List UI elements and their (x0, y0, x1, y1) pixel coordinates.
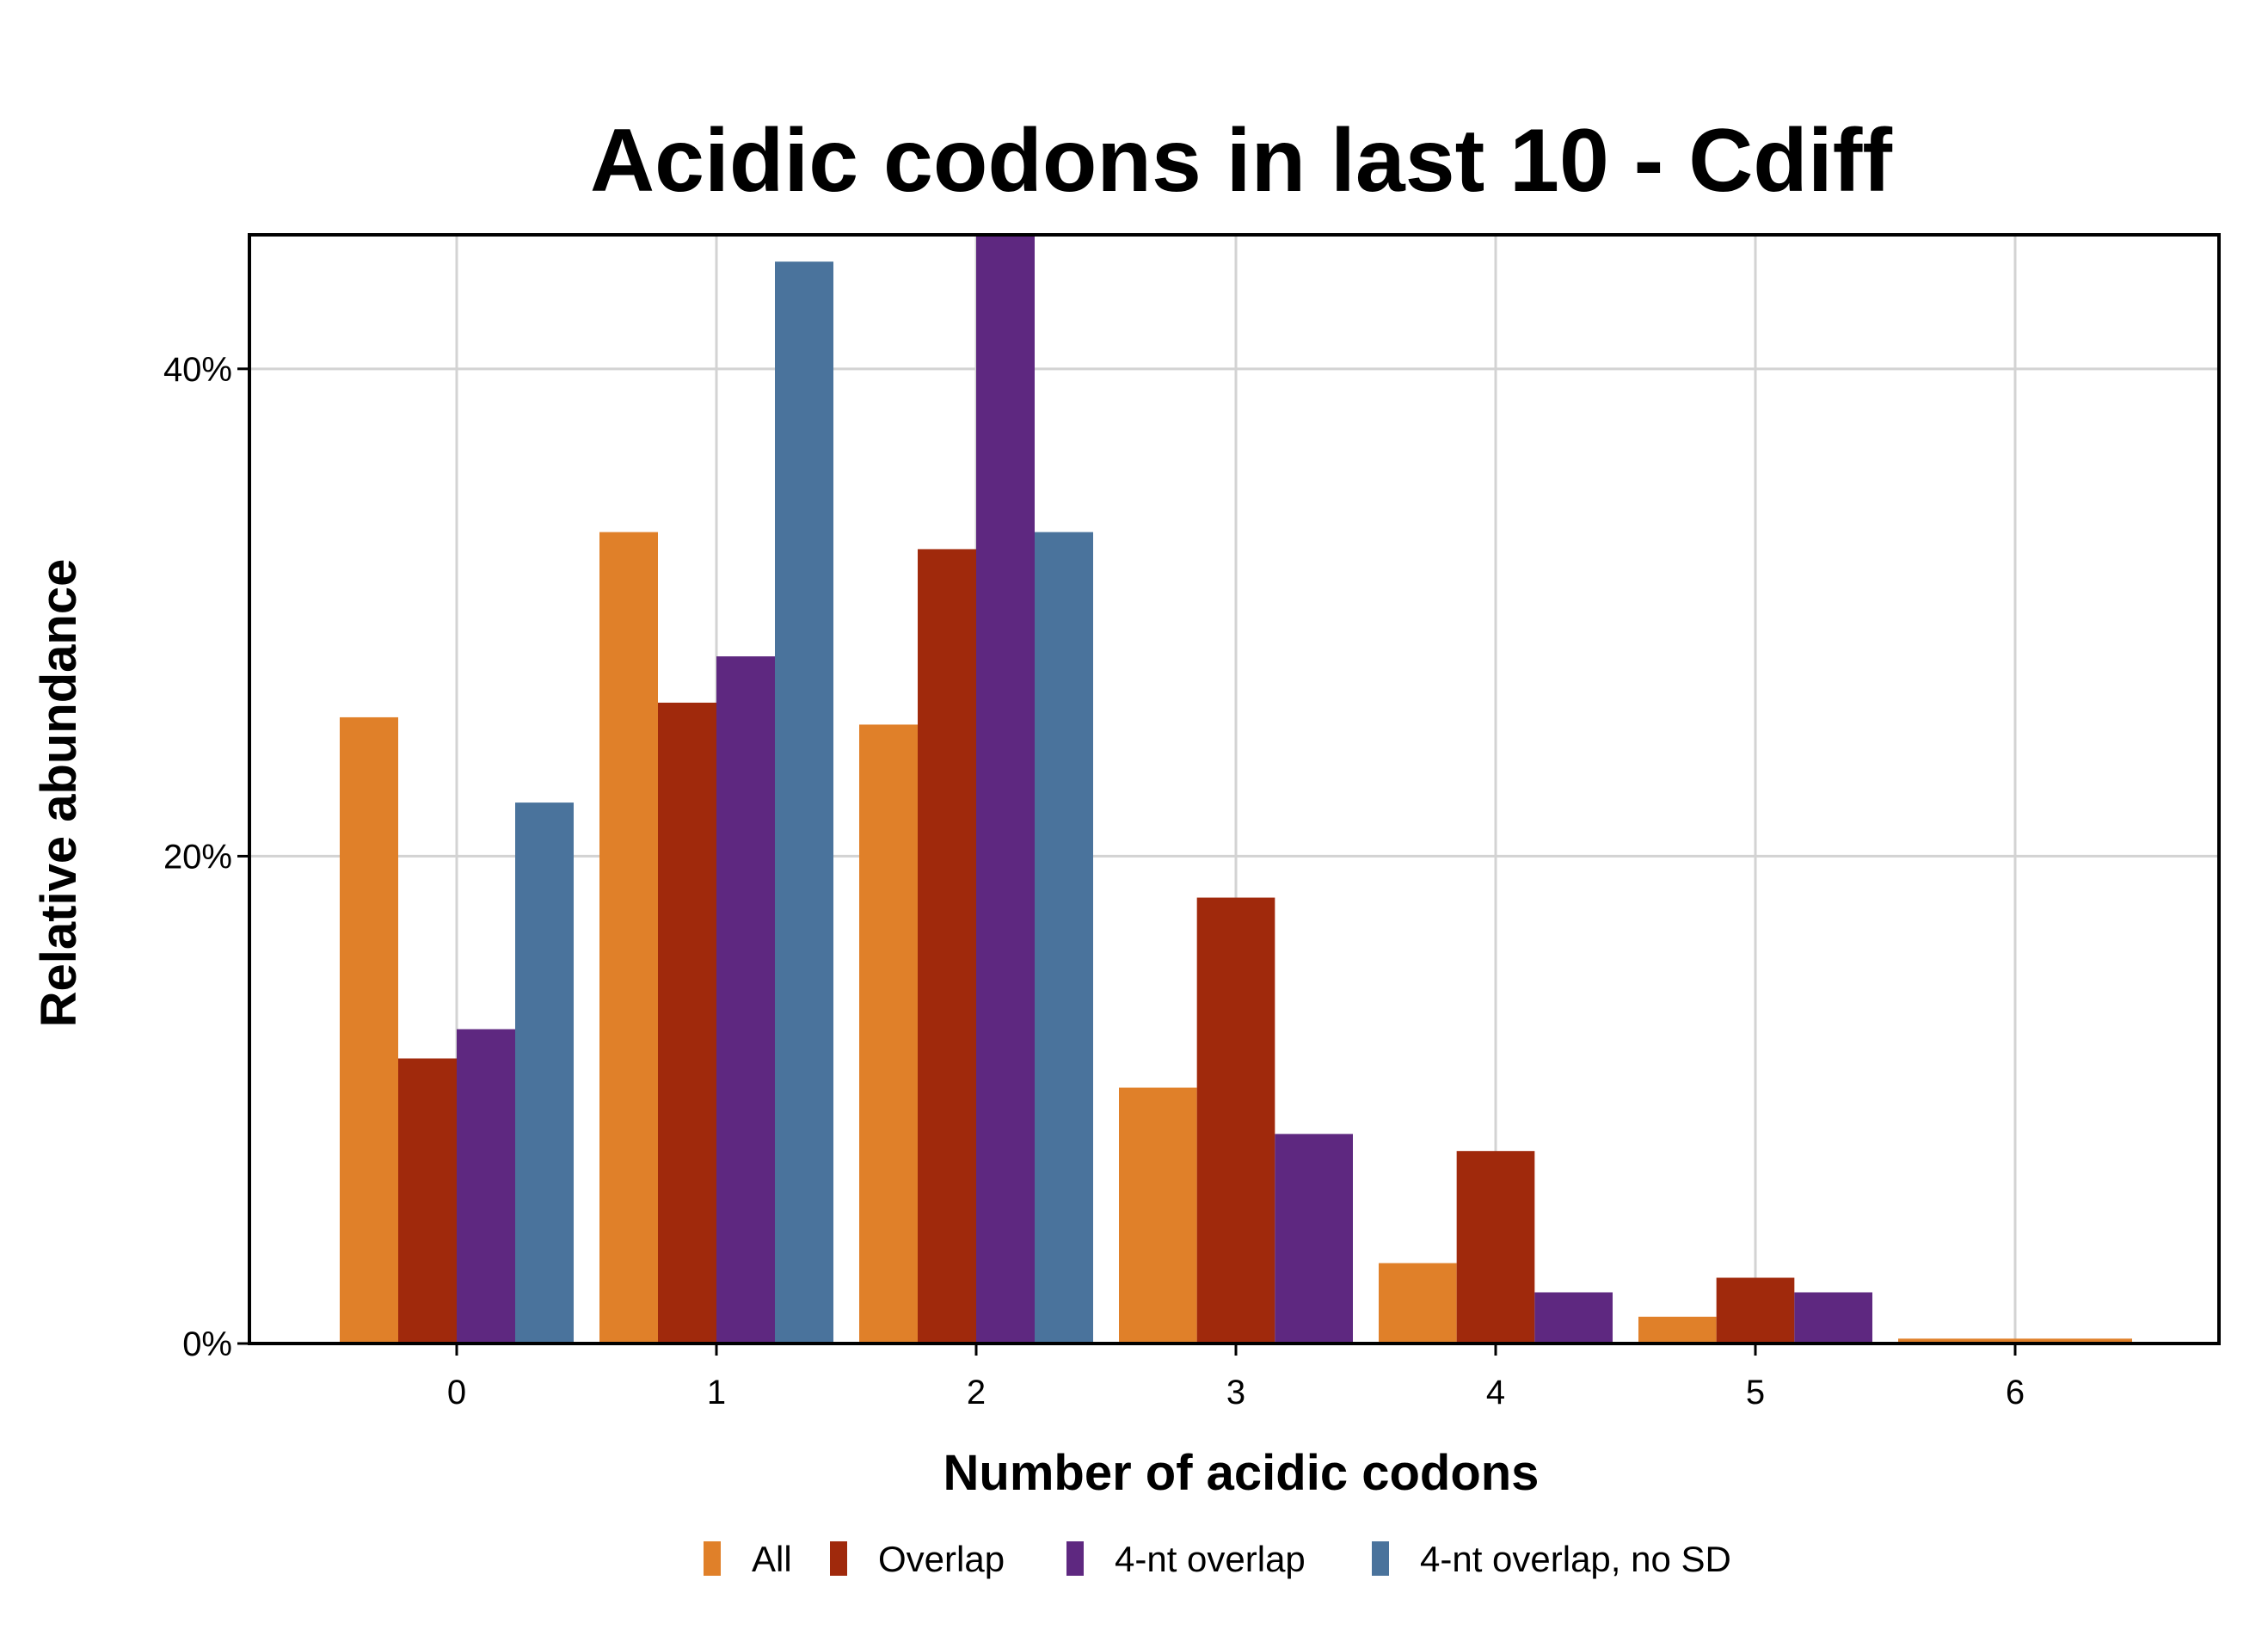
bar-overlap-5 (1716, 1277, 1795, 1344)
bar-4-nt-overlap-no-sd-2 (1035, 532, 1093, 1344)
bar-all-1 (599, 532, 658, 1344)
x-axis-title: Number of acidic codons (943, 1445, 1540, 1501)
plot-frame (248, 233, 2221, 1345)
chart-title: Acidic codons in last 10 - Cdiff (590, 111, 1892, 211)
x-tick-label: 6 (2006, 1374, 2025, 1411)
bar-all-4 (1379, 1263, 1457, 1344)
y-tick-label: 0% (182, 1325, 232, 1363)
bar-4-nt-overlap-5 (1794, 1292, 1872, 1344)
legend-label: 4-nt overlap (1115, 1539, 1306, 1579)
bars (340, 235, 2132, 1344)
y-axis-title: Relative abundance (31, 559, 87, 1028)
legend-item: All (704, 1539, 792, 1579)
bar-all-6 (1898, 1338, 2132, 1344)
legend-item: Overlap (830, 1539, 1005, 1579)
x-tick-label: 0 (447, 1374, 466, 1411)
bar-overlap-3 (1196, 897, 1275, 1344)
legend-label: All (752, 1539, 792, 1579)
bar-4-nt-overlap-no-sd-1 (775, 261, 833, 1344)
bar-overlap-2 (918, 549, 976, 1344)
x-tick-label: 1 (707, 1374, 726, 1411)
legend-item: 4-nt overlap, no SD (1372, 1539, 1731, 1579)
x-tick-label: 4 (1486, 1374, 1505, 1411)
legend-swatch (1066, 1541, 1084, 1576)
y-tick-label: 40% (163, 351, 232, 389)
bar-4-nt-overlap-3 (1275, 1134, 1353, 1344)
bar-overlap-0 (398, 1058, 457, 1344)
x-tick-label: 2 (967, 1374, 986, 1411)
bar-4-nt-overlap-1 (716, 656, 775, 1344)
legend-label: Overlap (878, 1539, 1005, 1579)
bar-4-nt-overlap-0 (457, 1029, 515, 1344)
bar-4-nt-overlap-no-sd-0 (515, 802, 574, 1344)
bar-all-0 (340, 716, 398, 1344)
legend-item: 4-nt overlap (1066, 1539, 1306, 1579)
legend: All Overlap 4-nt overlap 4-nt overlap, no S… (704, 1539, 1731, 1579)
bar-4-nt-overlap-4 (1534, 1292, 1613, 1344)
bar-overlap-4 (1456, 1151, 1535, 1344)
legend-swatch (830, 1541, 847, 1576)
legend-swatch (1372, 1541, 1389, 1576)
axes: 0 1 2 3 4 5 6 0% 20% 40% (163, 351, 2025, 1411)
legend-label: 4-nt overlap, no SD (1420, 1539, 1731, 1579)
bar-all-3 (1119, 1087, 1197, 1344)
bar-4-nt-overlap-2 (976, 235, 1035, 1344)
bar-all-5 (1638, 1316, 1717, 1344)
bar-overlap-1 (658, 702, 716, 1344)
x-tick-label: 5 (1746, 1374, 1765, 1411)
y-tick-label: 20% (163, 838, 232, 876)
x-tick-label: 3 (1226, 1374, 1245, 1411)
bar-all-2 (859, 724, 918, 1344)
legend-swatch (704, 1541, 721, 1576)
